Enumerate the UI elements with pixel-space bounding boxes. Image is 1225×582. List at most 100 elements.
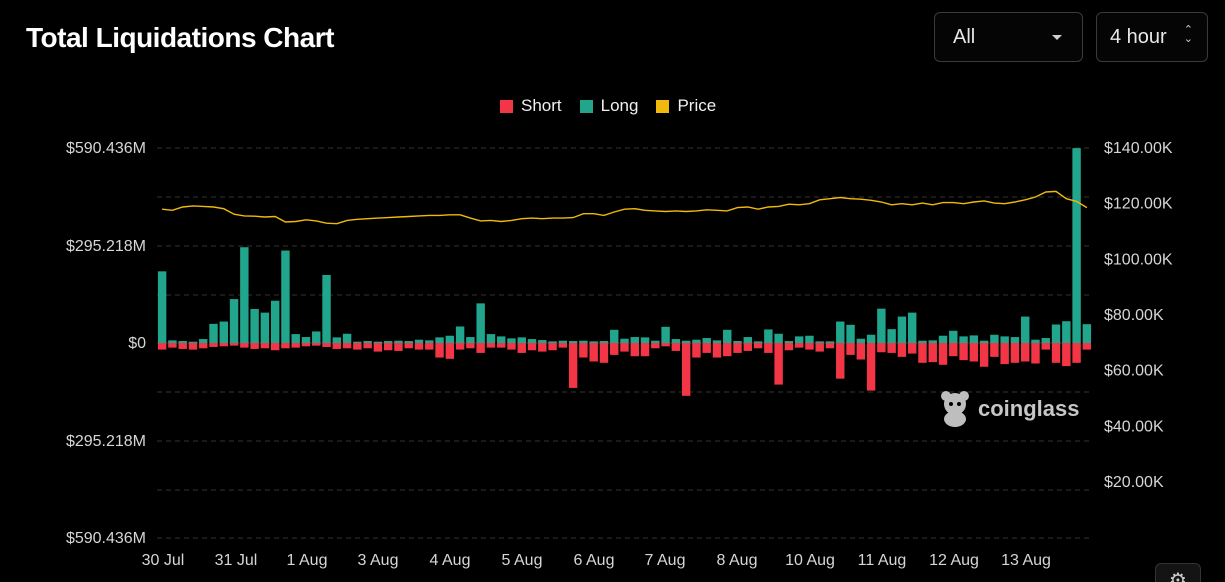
short-bar-68[interactable] <box>856 343 866 360</box>
short-bar-58[interactable] <box>753 343 763 349</box>
short-bar-70[interactable] <box>877 343 886 353</box>
long-bar-88[interactable] <box>1062 321 1071 343</box>
short-bar-44[interactable] <box>610 343 619 355</box>
short-bar-37[interactable] <box>538 343 547 352</box>
long-bar-85[interactable] <box>1031 339 1040 343</box>
short-bar-40[interactable] <box>568 343 578 388</box>
short-bar-30[interactable] <box>466 343 475 349</box>
short-bar-84[interactable] <box>1021 343 1030 362</box>
long-bar-19[interactable] <box>353 341 362 343</box>
short-bar-47[interactable] <box>640 343 650 357</box>
long-bar-69[interactable] <box>866 334 876 343</box>
long-bar-1[interactable] <box>168 340 177 343</box>
short-bar-86[interactable] <box>1041 343 1050 350</box>
short-bar-21[interactable] <box>373 343 383 352</box>
short-bar-6[interactable] <box>219 343 228 347</box>
long-bar-67[interactable] <box>846 324 855 343</box>
short-bar-39[interactable] <box>558 343 568 348</box>
long-bar-66[interactable] <box>836 321 845 343</box>
long-bar-35[interactable] <box>517 337 526 343</box>
long-bar-48[interactable] <box>651 340 660 343</box>
long-bar-0[interactable] <box>157 271 167 343</box>
long-bar-51[interactable] <box>681 340 691 343</box>
long-bar-73[interactable] <box>907 312 917 343</box>
long-bar-27[interactable] <box>435 337 444 343</box>
short-bar-1[interactable] <box>168 343 177 348</box>
long-bar-78[interactable] <box>959 336 968 343</box>
long-bar-29[interactable] <box>455 326 465 343</box>
long-bar-72[interactable] <box>897 316 907 343</box>
short-bar-72[interactable] <box>897 343 907 357</box>
long-bar-64[interactable] <box>815 341 824 343</box>
short-bar-83[interactable] <box>1010 343 1020 363</box>
short-bar-29[interactable] <box>455 343 465 350</box>
short-bar-50[interactable] <box>671 343 681 351</box>
legend-item-short[interactable]: Short <box>500 96 562 116</box>
short-bar-15[interactable] <box>312 343 321 346</box>
long-bar-26[interactable] <box>425 340 434 343</box>
short-bar-51[interactable] <box>681 343 691 396</box>
short-bar-25[interactable] <box>414 343 424 350</box>
short-bar-88[interactable] <box>1062 343 1071 367</box>
interval-select[interactable]: 4 hour ⌃ ⌄ <box>1096 12 1208 62</box>
short-bar-11[interactable] <box>270 343 280 351</box>
short-bar-16[interactable] <box>322 343 331 347</box>
long-bar-43[interactable] <box>599 341 609 343</box>
short-bar-87[interactable] <box>1051 343 1061 363</box>
long-bar-23[interactable] <box>394 340 403 343</box>
short-bar-81[interactable] <box>990 343 999 357</box>
short-bar-43[interactable] <box>599 343 609 363</box>
long-bar-34[interactable] <box>507 338 516 343</box>
short-bar-52[interactable] <box>692 343 701 358</box>
long-bar-22[interactable] <box>383 341 393 343</box>
long-bar-30[interactable] <box>466 337 475 343</box>
price-line[interactable] <box>162 190 1088 225</box>
long-bar-49[interactable] <box>661 326 670 343</box>
long-bar-24[interactable] <box>404 341 413 343</box>
short-bar-61[interactable] <box>784 343 794 351</box>
short-bar-57[interactable] <box>743 343 753 351</box>
short-bar-20[interactable] <box>363 343 372 349</box>
long-bar-16[interactable] <box>322 274 331 343</box>
long-bar-21[interactable] <box>373 341 383 343</box>
short-bar-90[interactable] <box>1082 343 1092 350</box>
long-bar-82[interactable] <box>1000 336 1009 343</box>
short-bar-77[interactable] <box>949 343 958 357</box>
short-bar-75[interactable] <box>928 343 937 363</box>
long-bar-41[interactable] <box>579 340 588 343</box>
long-bar-86[interactable] <box>1041 338 1050 343</box>
long-bar-55[interactable] <box>723 329 732 343</box>
long-bar-87[interactable] <box>1051 324 1061 343</box>
long-bar-11[interactable] <box>270 300 280 343</box>
long-bar-62[interactable] <box>794 336 804 343</box>
short-bar-13[interactable] <box>291 343 300 348</box>
long-bar-12[interactable] <box>281 250 290 343</box>
long-bar-32[interactable] <box>486 334 496 343</box>
long-bar-28[interactable] <box>445 335 455 343</box>
legend-item-long[interactable]: Long <box>579 96 638 116</box>
long-bar-53[interactable] <box>702 338 711 343</box>
short-bar-65[interactable] <box>825 343 835 349</box>
short-bar-23[interactable] <box>394 343 403 351</box>
short-bar-85[interactable] <box>1031 343 1040 364</box>
short-bar-8[interactable] <box>240 343 249 348</box>
short-bar-22[interactable] <box>383 343 393 351</box>
long-bar-7[interactable] <box>229 299 239 343</box>
long-bar-6[interactable] <box>219 321 228 343</box>
long-bar-3[interactable] <box>188 341 198 343</box>
short-bar-7[interactable] <box>229 343 239 346</box>
short-bar-32[interactable] <box>486 343 496 348</box>
long-bar-71[interactable] <box>887 329 896 343</box>
short-bar-67[interactable] <box>846 343 855 355</box>
short-bar-76[interactable] <box>938 343 948 365</box>
long-bar-54[interactable] <box>712 340 722 343</box>
short-bar-55[interactable] <box>723 343 732 357</box>
short-bar-0[interactable] <box>157 343 167 350</box>
long-bar-39[interactable] <box>558 340 568 343</box>
long-bar-56[interactable] <box>733 341 742 343</box>
short-bar-35[interactable] <box>517 343 526 353</box>
short-bar-9[interactable] <box>250 343 259 349</box>
short-bar-2[interactable] <box>178 343 187 349</box>
short-bar-56[interactable] <box>733 343 742 353</box>
short-bar-54[interactable] <box>712 343 722 358</box>
